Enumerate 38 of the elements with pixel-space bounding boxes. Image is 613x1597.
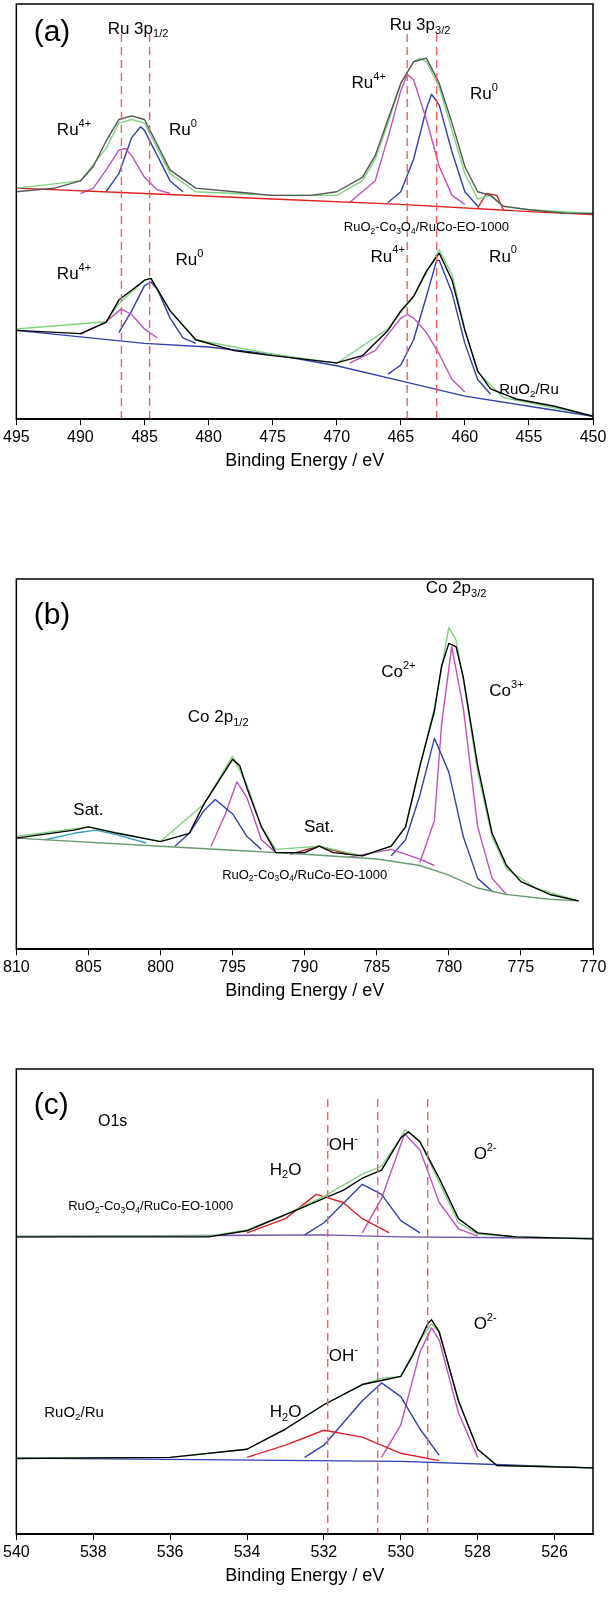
x-tick-label: 536 <box>156 1543 184 1561</box>
x-tick-label: 785 <box>363 958 391 976</box>
x-tick-label: 465 <box>387 428 415 446</box>
x-tick-label: 805 <box>75 958 102 976</box>
x-tick-label: 540 <box>3 1543 30 1561</box>
x-tick-label: 530 <box>387 1543 415 1561</box>
text: (c) <box>33 1087 69 1121</box>
text: O1s <box>97 1111 128 1129</box>
text: (a) <box>33 14 71 48</box>
annotation: OH- <box>328 1132 359 1155</box>
x-tick-label: 538 <box>79 1543 107 1561</box>
x-tick-label: 528 <box>464 1543 492 1561</box>
x-tick-label: 470 <box>323 428 351 446</box>
annotation: (b) <box>33 597 71 631</box>
annotation: Sat. <box>303 816 335 836</box>
annotation: OH- <box>328 1342 359 1365</box>
x-axis-title: Binding Energy / eV <box>225 450 385 471</box>
x-tick-label: 800 <box>147 958 174 976</box>
x-tick-label: 790 <box>291 958 319 976</box>
x-tick-label: 532 <box>310 1543 338 1561</box>
x-tick-label: 475 <box>259 428 287 446</box>
x-tick-label: 534 <box>233 1543 261 1561</box>
x-tick-label: 490 <box>67 428 94 446</box>
x-tick-label: 460 <box>451 428 479 446</box>
x-tick-label: 795 <box>219 958 247 976</box>
x-axis-title: Binding Energy / eV <box>225 980 385 1001</box>
x-axis-title: Binding Energy / eV <box>225 1565 385 1586</box>
x-tick-label: 455 <box>515 428 543 446</box>
x-tick-label: 775 <box>507 958 535 976</box>
annotation: Sat. <box>73 800 104 820</box>
x-tick-label: 526 <box>541 1543 568 1561</box>
x-tick-label: 780 <box>435 958 463 976</box>
x-tick-label: 480 <box>195 428 223 446</box>
x-tick-label: 810 <box>3 958 30 976</box>
x-tick-label: 770 <box>579 958 607 976</box>
x-tick-label: 450 <box>579 428 607 446</box>
x-tick-label: 485 <box>131 428 158 446</box>
x-tick-label: 495 <box>3 428 30 446</box>
